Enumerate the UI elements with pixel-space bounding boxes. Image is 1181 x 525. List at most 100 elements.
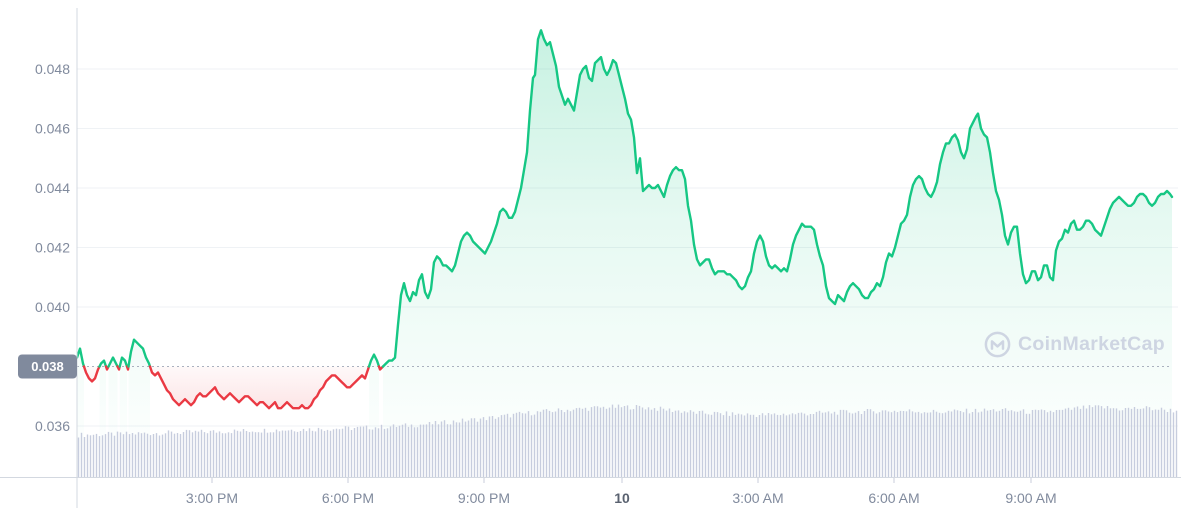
volume-bar [1103,408,1106,477]
volume-bar [1016,411,1019,477]
volume-bar [650,409,653,477]
volume-bar [134,434,137,477]
volume-bar [104,434,107,477]
volume-bar [347,426,350,477]
volume-bar [161,434,164,477]
volume-bar [641,407,644,477]
volume-bar [863,411,866,477]
volume-bar [431,424,434,477]
volume-bar [710,414,713,477]
volume-bar [407,426,410,477]
volume-bar [1112,408,1115,477]
volume-bar [839,409,842,477]
volume-bar [731,412,734,477]
y-axis-label: 0.042 [35,240,70,256]
volume-bar [512,413,515,477]
volume-bar [425,424,428,477]
volume-bar [182,432,185,477]
volume-bar [323,430,326,477]
volume-bar [242,429,245,477]
price-area-up [108,357,118,477]
volume-bar [860,414,863,477]
volume-bar [131,433,134,477]
volume-bar [461,418,464,477]
volume-bar [329,430,332,477]
volume-bar [680,412,683,477]
volume-bar [752,414,755,477]
x-axis-label: 3:00 PM [186,490,238,506]
volume-bar [1136,408,1139,477]
volume-bar [251,431,254,477]
volume-bar [737,413,740,477]
volume-bar [218,431,221,477]
volume-bar [563,412,566,477]
volume-bar [389,426,392,477]
volume-bar [92,434,95,477]
volume-bar [833,411,836,477]
volume-bar [830,413,833,477]
volume-bar [1124,408,1127,477]
volume-bar [377,428,380,477]
volume-bar [1073,407,1076,477]
volume-bar [1019,410,1022,477]
chart-plot-area[interactable] [77,0,1172,477]
x-axis-label: 3:00 AM [732,490,783,506]
volume-bar [596,406,599,477]
volume-bar [890,412,893,477]
volume-bar [353,428,356,477]
price-area-up [119,357,127,477]
volume-bar [1079,408,1082,477]
volume-bar [1175,410,1178,477]
volume-bar [272,432,275,477]
volume-bar [125,431,128,477]
volume-bar [980,411,983,477]
price-line-segment-down [82,365,101,383]
volume-bar [1133,407,1136,477]
volume-bar [494,418,497,477]
volume-bar [848,412,851,477]
volume-bar [1046,412,1049,477]
volume-bar [122,434,125,477]
volume-bar [401,424,404,477]
volume-bar [1052,412,1055,477]
volume-bar [1082,405,1085,477]
volume-bar [866,409,869,477]
volume-bar [803,413,806,477]
volume-bar [578,407,581,477]
volume-bar [89,435,92,477]
volume-bar [956,410,959,477]
volume-bar [137,432,140,477]
volume-bar [785,415,788,477]
volume-bar [584,407,587,477]
volume-bar [1028,413,1031,477]
volume-bar [395,427,398,477]
price-line-segment-up [107,356,119,368]
volume-bar [140,433,143,477]
volume-bar [773,413,776,477]
volume-bar [482,417,485,477]
volume-bar [902,411,905,477]
volume-bar [698,411,701,477]
volume-bar [536,411,539,477]
volume-bar [428,422,431,477]
volume-bar [1076,406,1079,477]
volume-bar [995,411,998,477]
volume-bar [290,429,293,477]
volume-bar [671,412,674,477]
volume-bar [626,405,629,477]
volume-bar [173,433,176,477]
volume-bar [311,430,314,477]
volume-bar [485,420,488,477]
volume-bar [821,412,824,477]
volume-bar [764,415,767,477]
volume-bar [767,413,770,477]
volume-bar [875,413,878,477]
volume-bar [110,432,113,477]
volume-bar [842,409,845,477]
volume-bar [566,409,569,477]
volume-bar [83,437,86,477]
volume-bar [224,433,227,477]
volume-bar [194,430,197,477]
volume-bar [281,430,284,477]
volume-bar [200,429,203,477]
